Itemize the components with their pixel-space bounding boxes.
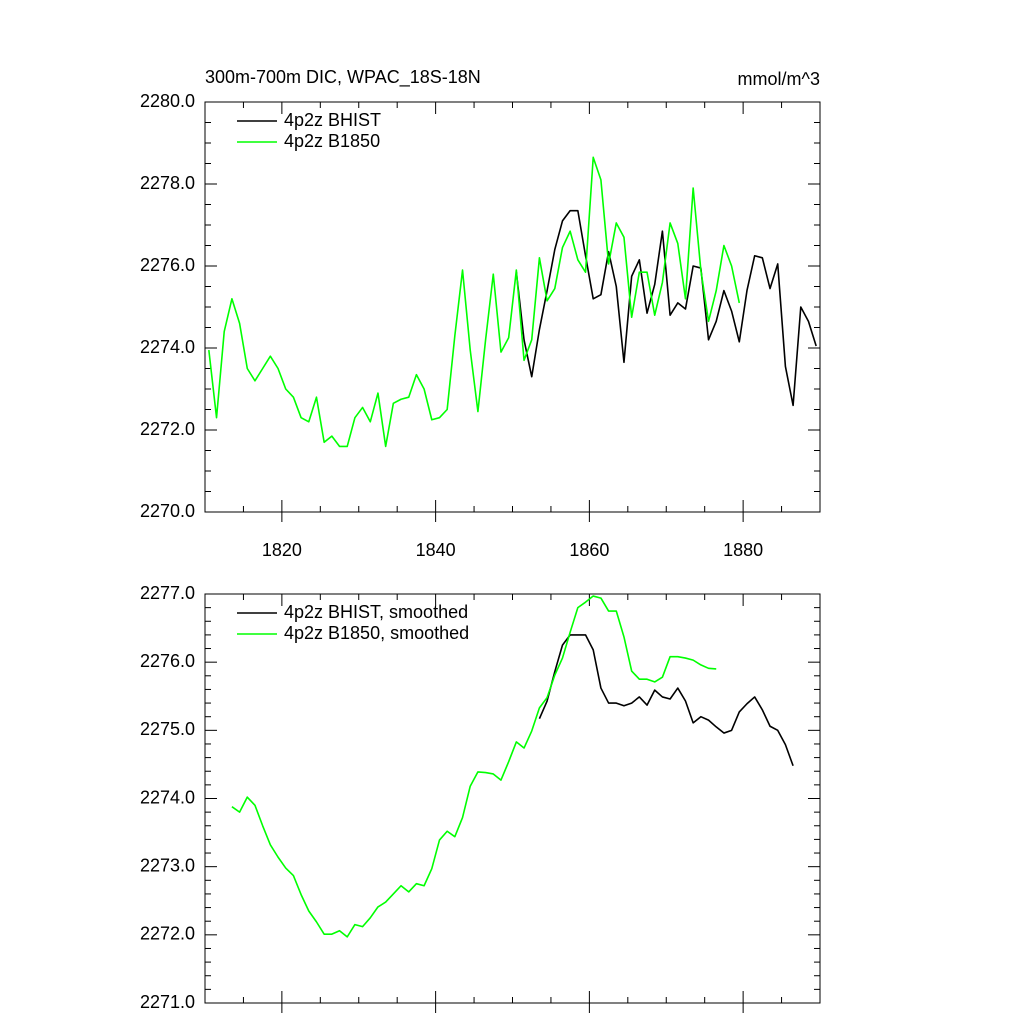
y-tick-label: 2272.0	[140, 419, 195, 439]
chart-title: 300m-700m DIC, WPAC_18S-18N	[205, 67, 481, 88]
series-line	[208, 156, 741, 448]
y-tick-label: 2280.0	[140, 91, 195, 111]
series-line	[231, 595, 717, 938]
y-tick-label: 2276.0	[140, 255, 195, 275]
y-tick-label: 2273.0	[140, 855, 195, 875]
x-tick-label: 1820	[262, 540, 302, 560]
x-tick-label: 1840	[416, 540, 456, 560]
units-label: mmol/m^3	[738, 69, 820, 89]
y-tick-label: 2276.0	[140, 651, 195, 671]
series-line	[515, 209, 817, 407]
series-line	[538, 634, 794, 767]
legend-label: 4p2z B1850	[284, 131, 380, 151]
y-tick-label: 2271.0	[140, 992, 195, 1012]
y-tick-label: 2278.0	[140, 173, 195, 193]
y-tick-label: 2274.0	[140, 337, 195, 357]
y-tick-label: 2275.0	[140, 719, 195, 739]
y-tick-label: 2274.0	[140, 787, 195, 807]
legend-label: 4p2z BHIST	[284, 110, 381, 130]
legend-label: 4p2z B1850, smoothed	[284, 623, 469, 643]
x-tick-label: 1880	[723, 540, 763, 560]
legend-label: 4p2z BHIST, smoothed	[284, 602, 468, 622]
y-tick-label: 2270.0	[140, 501, 195, 521]
y-tick-label: 2277.0	[140, 583, 195, 603]
x-tick-label: 1860	[569, 540, 609, 560]
y-tick-label: 2272.0	[140, 924, 195, 944]
